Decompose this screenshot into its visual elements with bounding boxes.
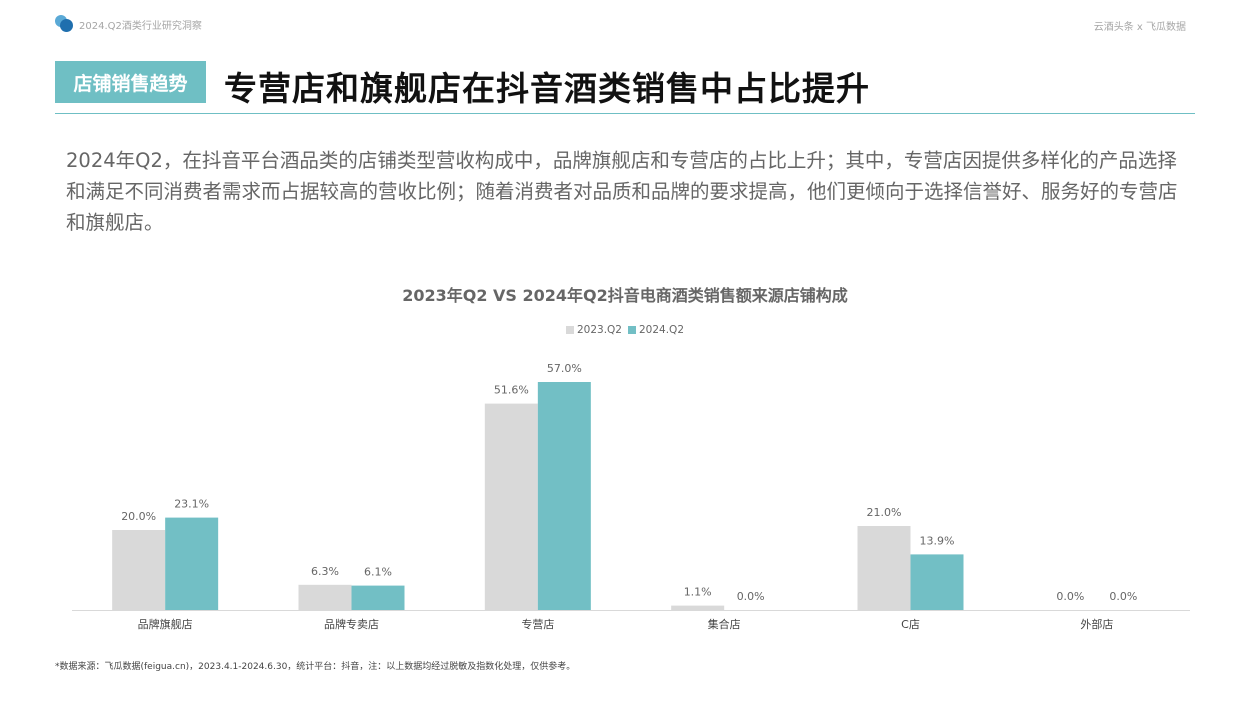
chart-title: 2023年Q2 VS 2024年Q2抖音电商酒类销售额来源店铺构成 bbox=[402, 286, 848, 305]
data-label-2024-2: 57.0% bbox=[547, 362, 582, 375]
header-left: 2024.Q2酒类行业研究洞察 bbox=[55, 15, 202, 33]
data-label-2024-1: 6.1% bbox=[364, 566, 392, 579]
data-label-2023-3: 1.1% bbox=[684, 586, 712, 599]
report-subtitle: 2024.Q2酒类行业研究洞察 bbox=[79, 20, 202, 32]
data-label-2024-4: 13.9% bbox=[920, 534, 955, 547]
bar-2024-0 bbox=[165, 517, 219, 610]
data-label-2023-4: 21.0% bbox=[867, 506, 902, 519]
bar-2023-0 bbox=[112, 530, 166, 610]
bar-2024-2 bbox=[537, 382, 591, 610]
bar-2023-3 bbox=[671, 605, 725, 610]
legend-label-2024: 2024.Q2 bbox=[639, 324, 685, 336]
legend-item-2023: 2023.Q2 bbox=[565, 324, 622, 336]
data-label-2023-2: 51.6% bbox=[494, 384, 529, 397]
page-title: 专营店和旗舰店在抖音酒类销售中占比提升 bbox=[224, 69, 870, 108]
source-brand: 云酒头条 x 飞瓜数据 bbox=[1093, 22, 1186, 33]
category-label-4: C店 bbox=[901, 617, 920, 631]
chart-legend: 2023.Q2 2024.Q2 bbox=[0, 324, 1250, 336]
bar-2023-1 bbox=[298, 584, 352, 610]
category-label-0: 品牌旗舰店 bbox=[138, 617, 193, 631]
logo-icon bbox=[55, 15, 73, 33]
bar-2024-1 bbox=[351, 585, 405, 610]
bar-2023-4 bbox=[857, 526, 911, 610]
category-label-1: 品牌专卖店 bbox=[324, 617, 379, 631]
category-label-3: 集合店 bbox=[708, 617, 741, 631]
legend-label-2023: 2023.Q2 bbox=[576, 324, 622, 336]
title-divider bbox=[55, 113, 1195, 114]
data-label-2024-0: 23.1% bbox=[174, 498, 209, 511]
bar-2024-4 bbox=[910, 554, 964, 610]
category-label-5: 外部店 bbox=[1080, 617, 1113, 631]
data-label-2024-3: 0.0% bbox=[737, 590, 765, 603]
section-tag: 店铺销售趋势 bbox=[55, 61, 206, 103]
legend-item-2024: 2024.Q2 bbox=[628, 324, 684, 336]
bar-chart: 20.0% 23.1% 品牌旗舰店 6.3% 6.1% 品牌专卖店 51.6% 57.0% 专营… bbox=[72, 362, 1190, 631]
data-label-2023-1: 6.3% bbox=[311, 565, 339, 578]
data-label-2024-5: 0.0% bbox=[1109, 590, 1137, 603]
bar-2023-2 bbox=[484, 403, 538, 610]
footnote: *数据来源：飞瓜数据(feigua.cn)，2023.4.1-2024.6.30… bbox=[55, 662, 576, 672]
legend-swatch-2024 bbox=[628, 326, 636, 334]
legend-swatch-2023 bbox=[565, 326, 574, 334]
data-label-2023-5: 0.0% bbox=[1056, 590, 1084, 603]
category-label-2: 专营店 bbox=[521, 617, 554, 631]
summary-paragraph: 2024年Q2，在抖音平台酒品类的店铺类型营收构成中，品牌旗舰店和专营店的占比上… bbox=[66, 149, 1178, 234]
data-label-2023-0: 20.0% bbox=[121, 510, 156, 523]
